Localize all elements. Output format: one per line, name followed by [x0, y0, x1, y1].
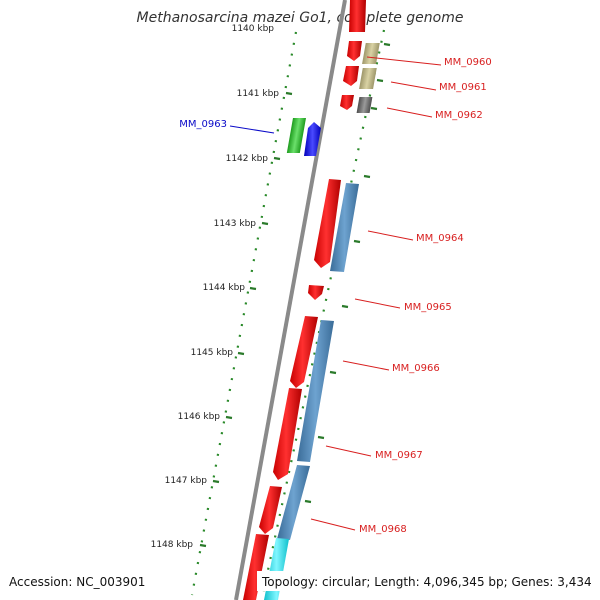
outer-tick	[353, 239, 361, 244]
tick-label-1142: 1142 kbp	[226, 154, 269, 164]
footer-accession-backdrop	[6, 571, 156, 591]
gene-mm-0968[interactable]	[259, 486, 282, 534]
map-title: Methanosarcina mazei Go1, complete genom…	[137, 10, 464, 26]
tick-label-1143: 1143 kbp	[214, 219, 257, 229]
outer-dotted-guide	[260, 29, 386, 599]
outer-tick	[341, 304, 349, 309]
tick-label-1145: 1145 kbp	[191, 348, 234, 358]
accession-text: Accession: NC_003901	[9, 575, 145, 589]
gene-mm-0963[interactable]	[304, 122, 321, 156]
leader-mm-0968	[310, 518, 356, 531]
tick-1146	[225, 415, 233, 420]
gene-mm-0964[interactable]	[314, 179, 341, 268]
tick-label-1147: 1147 kbp	[165, 476, 208, 486]
gene-label-mm-0963[interactable]: MM_0963	[179, 119, 227, 130]
cog-mm-0968	[277, 465, 310, 540]
leader-mm-0961	[390, 81, 437, 91]
tick-1142	[273, 156, 281, 161]
tick-1144	[249, 286, 257, 291]
outer-tick	[317, 435, 325, 440]
tick-label-1146: 1146 kbp	[178, 412, 221, 422]
tick-label-1141: 1141 kbp	[237, 89, 280, 99]
gene-label-mm-0960[interactable]: MM_0960	[444, 57, 492, 68]
gene-partial-top[interactable]	[349, 0, 366, 32]
tick-1143	[261, 221, 269, 226]
tick-1141	[285, 91, 293, 96]
tick-1148	[199, 543, 207, 548]
gene-label-mm-0965[interactable]: MM_0965	[404, 302, 452, 313]
leader-mm-0964	[367, 230, 414, 241]
leader-mm-0965	[354, 298, 401, 309]
tick-label-1140: 1140 kbp	[232, 24, 275, 34]
outer-tick	[304, 499, 312, 504]
outer-tick	[376, 78, 384, 83]
outer-tick	[383, 42, 391, 47]
tick-1147	[212, 479, 220, 484]
cog-mm-0964	[330, 183, 359, 272]
footer-topology-backdrop	[257, 571, 597, 591]
cog-mm-0962	[356, 97, 373, 113]
gene-mm-0967[interactable]	[273, 388, 302, 480]
leader-mm-0960	[366, 56, 442, 66]
cog-mm-0961	[359, 68, 377, 89]
gene-mm-0961[interactable]	[343, 66, 359, 86]
leader-mm-0966	[342, 360, 390, 371]
outer-tick	[370, 106, 378, 111]
gene-label-mm-0967[interactable]: MM_0967	[375, 450, 423, 461]
gene-label-mm-0961[interactable]: MM_0961	[439, 82, 487, 93]
gene-label-mm-0966[interactable]: MM_0966	[392, 363, 440, 374]
tick-label-1148: 1148 kbp	[151, 540, 194, 550]
gene-partial-bottom[interactable]	[243, 534, 269, 600]
outer-tick	[363, 174, 371, 179]
topology-text: Topology: circular; Length: 4,096,345 bp…	[261, 575, 592, 589]
tick-1145	[237, 351, 245, 356]
gene-label-mm-0964[interactable]: MM_0964	[416, 233, 464, 244]
gene-mm-0960[interactable]	[347, 41, 362, 61]
leader-mm-0962	[386, 107, 433, 118]
outer-tick	[329, 370, 337, 375]
leader-mm-0963	[229, 125, 275, 134]
gene-mm-0965[interactable]	[308, 285, 324, 300]
gene-label-mm-0962[interactable]: MM_0962	[435, 110, 483, 121]
gene-mm-0963-cog	[286, 118, 306, 153]
gene-mm-0962[interactable]	[340, 95, 354, 110]
leader-lines	[229, 56, 442, 531]
gene-mm-0966[interactable]	[290, 316, 318, 388]
cog-mm-0960	[362, 43, 380, 64]
leader-mm-0967	[325, 445, 372, 457]
gene-label-mm-0968[interactable]: MM_0968	[359, 524, 407, 535]
inner-dotted-guide	[190, 31, 298, 596]
cog-mm-0966	[297, 320, 334, 462]
kbp-ticks	[199, 42, 391, 548]
genome-backbone	[234, 0, 347, 600]
tick-label-1144: 1144 kbp	[203, 283, 246, 293]
